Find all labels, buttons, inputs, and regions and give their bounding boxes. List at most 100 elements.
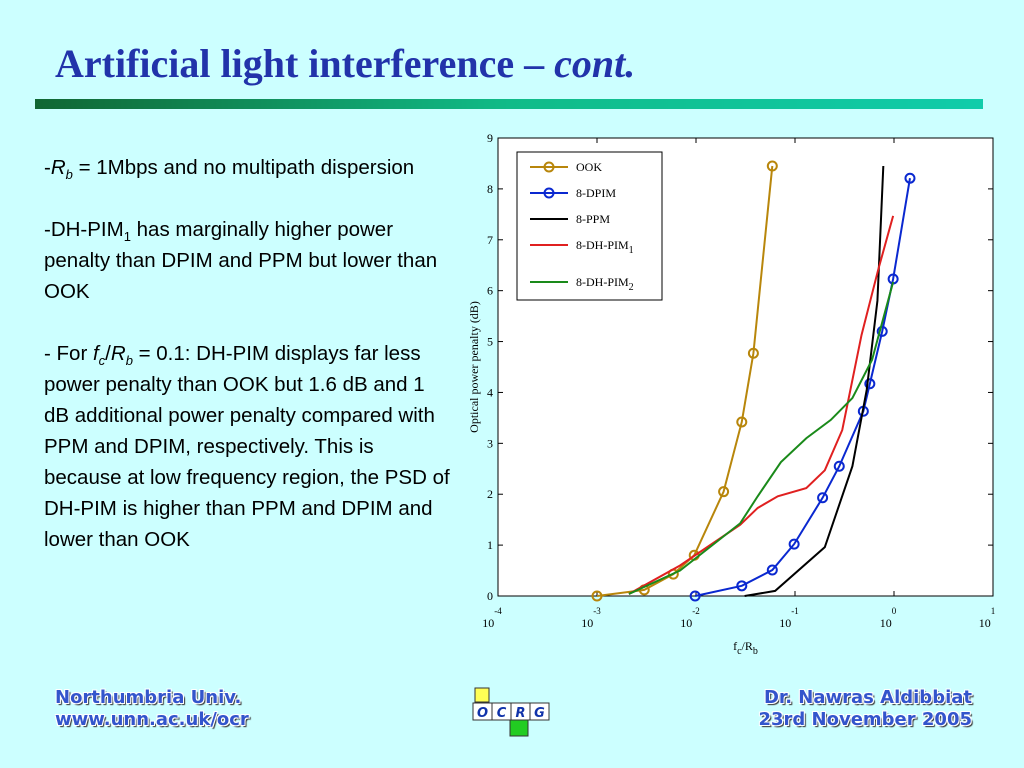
logo-square [509,719,529,737]
bullet-text: - For [44,342,93,365]
footer-text: Northumbria Univ. [55,687,242,708]
data-point [904,172,916,184]
legend-name: 8-DPIM [576,186,616,200]
bullet-text: has marginally higher power penalty than… [44,218,438,303]
legend-sub: 1 [629,245,634,256]
bullet: - For fc/Rb = 0.1: DH-PIM displays far l… [44,338,454,555]
legend-label: 8-PPM [576,212,610,226]
y-tick-label: 9 [487,131,493,145]
footer-left: Northumbria Univ. www.unn.ac.uk/ocr [55,687,249,731]
y-tick-label: 7 [487,233,493,247]
y-tick-label: 1 [487,538,493,552]
bullet-text: -DH-PIM [44,218,124,241]
y-tick-label: 5 [487,335,493,349]
x-label-sub: b [753,646,758,657]
subscript: c [99,353,106,368]
bullet-text: 1 [123,229,131,245]
logo-square [474,687,490,703]
bullet-text: b [65,167,73,183]
x-tick-exponent: 1 [991,606,996,616]
data-point [736,580,748,592]
data-point [864,378,876,390]
data-point [747,347,759,359]
subscript: b [66,167,73,182]
legend-marker [543,161,555,173]
slide-title: Artificial light interference – cont. [55,40,635,87]
logo-letter: R [515,706,525,721]
logo-letter: O [477,706,488,721]
legend-name: 8-PPM [576,212,610,226]
x-tick-exponent: -3 [593,606,601,616]
legend-sub: 2 [629,282,634,293]
x-tick-base: 10 [779,616,791,630]
y-axis-label: Optical power penalty (dB) [467,301,481,433]
title-italic: cont. [554,41,636,86]
data-point [766,160,778,172]
y-tick-label: 0 [487,589,493,603]
x-tick-base: 10 [680,616,692,630]
legend-label: OOK [576,160,602,174]
series-line [628,281,895,595]
legend-name: OOK [576,160,602,174]
x-tick-label: 10-4 [482,606,502,630]
bullet-text: c [98,353,106,369]
bullet-text: b [125,353,133,369]
legend-label: 8-DPIM [576,186,616,200]
x-tick-base: 10 [979,616,991,630]
footer-text: www.unn.ac.uk/ocr [55,709,249,730]
y-tick-label: 8 [487,182,493,196]
bullet-text: R [110,342,126,365]
data-point [817,492,829,504]
x-tick-label: 101 [979,606,996,630]
series-line [596,165,774,597]
title-bar [35,99,983,109]
footer-text: Dr. Nawras Aldibbiat [763,687,972,708]
subscript: 1 [124,229,131,244]
legend-label: 8-DH-PIM2 [576,275,634,293]
x-tick-label: 10-2 [680,606,700,630]
y-tick-label: 2 [487,487,493,501]
data-point [736,416,748,428]
data-point [876,325,888,337]
bullet-text: / [105,342,111,365]
subscript: b [126,353,133,368]
bullet: -DH-PIM1 has marginally higher power pen… [44,214,454,307]
legend-marker [543,187,555,199]
x-tick-exponent: -1 [791,606,799,616]
x-label-text: /R [742,639,753,653]
bullet-text: f [92,342,99,365]
bullet-text: R [50,156,66,179]
logo-letter: G [534,706,545,721]
logo-box [529,702,550,721]
series-line [694,178,911,597]
x-tick-exponent: 0 [892,606,897,616]
legend-name: 8-DH-PIM [576,238,629,252]
footer-text: 23rd November 2005 [758,709,972,730]
x-label-sub: c [737,646,742,657]
data-point [591,590,603,602]
logo-letter: C [497,706,507,721]
bullet-text: - [44,156,51,179]
x-axis-label: fc/Rb [733,639,758,657]
x-tick-base: 10 [581,616,593,630]
bullet: -Rb = 1Mbps and no multipath dispersion [44,152,454,183]
x-tick-exponent: -4 [494,606,502,616]
x-tick-label: 100 [880,606,897,630]
x-label-text: f [733,639,737,653]
series-line [744,165,885,597]
y-tick-label: 3 [487,436,493,450]
data-point [718,486,730,498]
data-point [766,564,778,576]
title-main: Artificial light interference – [55,41,555,86]
data-point [689,590,701,602]
x-tick-base: 10 [880,616,892,630]
x-tick-base: 10 [482,616,494,630]
bullet-text: = 1Mbps and no multipath dispersion [72,156,415,179]
bullet-list: -Rb = 1Mbps and no multipath dispersion -… [44,152,454,586]
data-point [833,460,845,472]
legend-label: 8-DH-PIM1 [576,238,634,256]
x-tick-label: 10-3 [581,606,601,630]
legend-box [516,151,663,301]
